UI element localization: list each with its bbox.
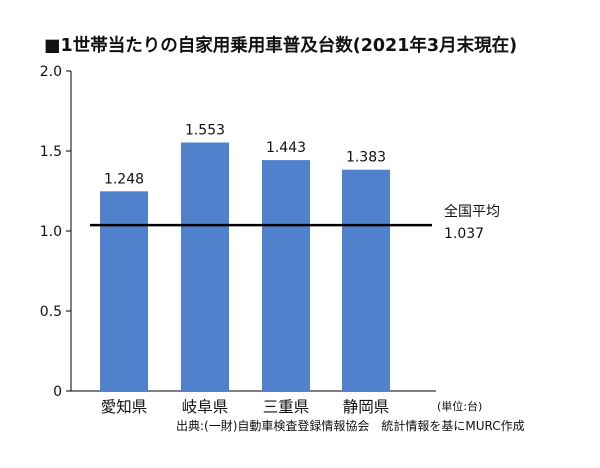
reference-line-value: 1.037 <box>444 226 484 242</box>
y-tick-label: 0.5 <box>40 304 62 320</box>
bar-value-labels: 1.248 1.553 1.443 1.383 <box>104 123 386 188</box>
y-axis-ticks: 0 0.5 1.0 1.5 2.0 <box>40 64 71 400</box>
source-note: 出典:(一財)自動車検査登録情報協会 統計情報を基にMURC作成 <box>176 418 525 433</box>
y-tick-label: 0 <box>53 384 62 400</box>
reference-line-group: 全国平均 1.037 <box>90 203 500 242</box>
y-tick-label: 1.0 <box>40 224 62 240</box>
bar-value-label: 1.443 <box>266 140 306 156</box>
reference-line-label: 全国平均 <box>444 203 500 220</box>
bar-value-label: 1.248 <box>104 171 144 187</box>
unit-note: (単位:台) <box>437 399 482 413</box>
bar-value-label: 1.553 <box>185 123 225 139</box>
bar <box>181 142 229 391</box>
chart-title: ■1世帯当たりの自家用乗用車普及台数(2021年3月末現在) <box>44 35 517 56</box>
bar <box>262 160 310 391</box>
y-tick-label: 1.5 <box>40 144 62 160</box>
x-axis-labels: 愛知県 岐阜県 三重県 静岡県 <box>101 398 390 416</box>
bar <box>100 191 148 391</box>
x-tick-label: 岐阜県 <box>182 398 229 416</box>
x-tick-label: 三重県 <box>263 398 310 416</box>
x-tick-label: 静岡県 <box>343 398 390 416</box>
x-tick-label: 愛知県 <box>101 398 148 416</box>
bar <box>342 169 390 391</box>
bar-value-label: 1.383 <box>346 150 386 166</box>
y-tick-label: 2.0 <box>40 64 62 80</box>
bars <box>100 142 390 391</box>
